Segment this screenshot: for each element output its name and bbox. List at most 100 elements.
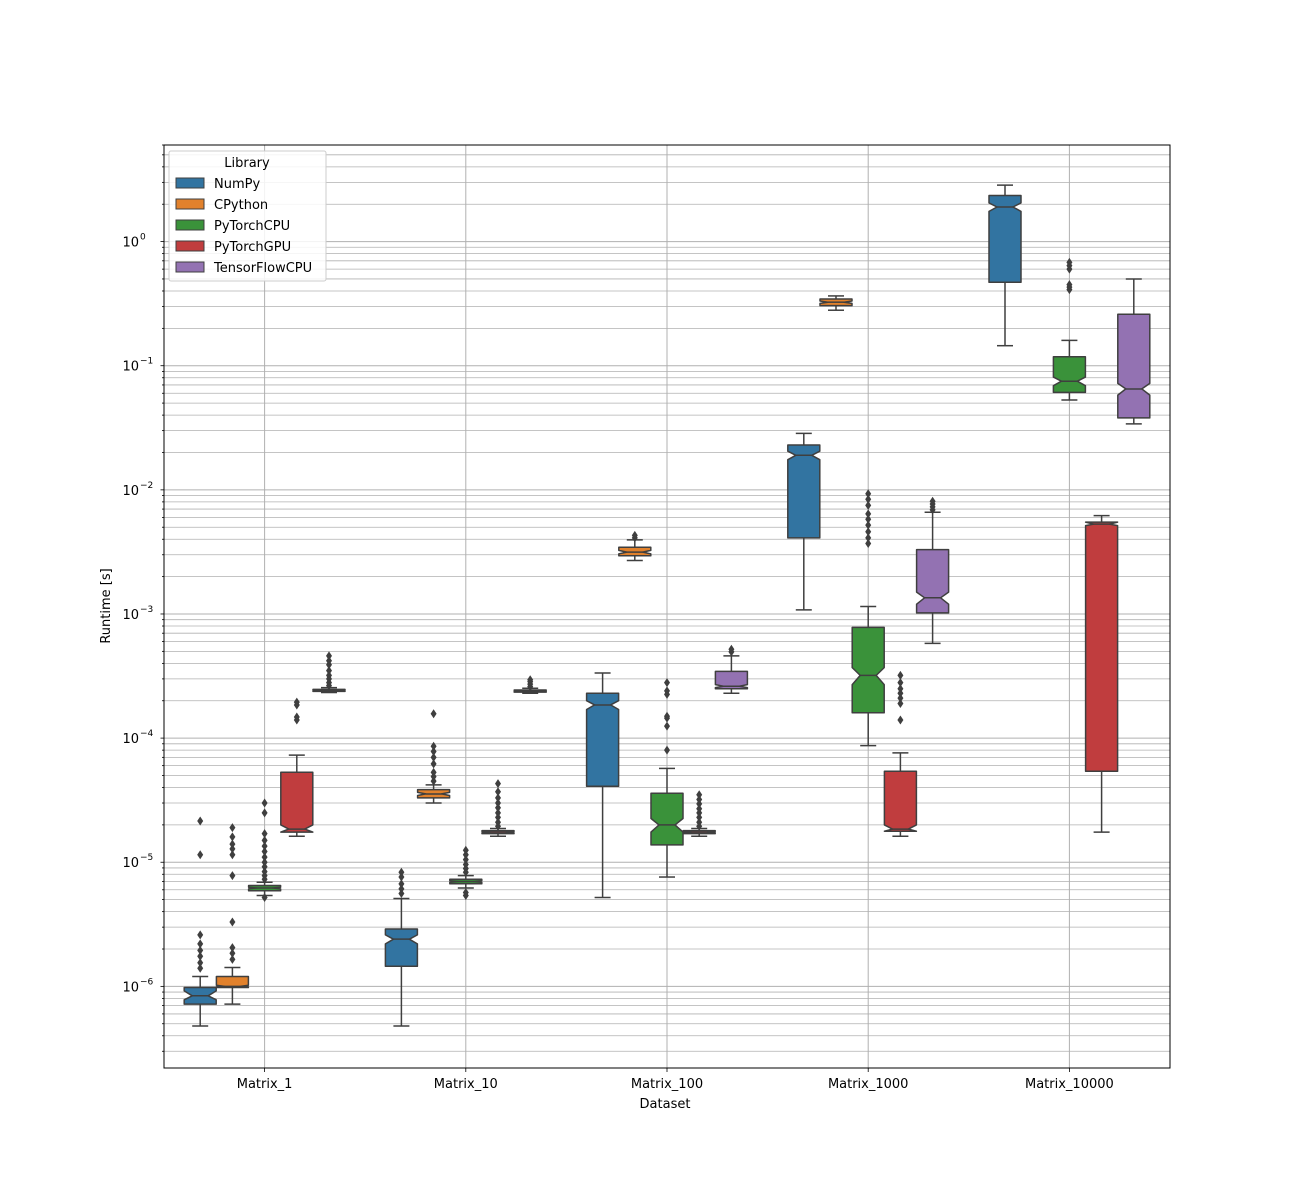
box-body (851, 626, 885, 714)
legend-label-pytorchgpu: PyTorchGPU (214, 240, 291, 255)
outlier-point (1066, 280, 1073, 290)
outlier-point (197, 951, 204, 961)
outlier-point (897, 693, 904, 703)
y-axis-label: Runtime [s] (99, 568, 114, 643)
series-pytorchgpu (280, 514, 1119, 837)
outlier-point (261, 841, 268, 851)
series-cpython (215, 295, 853, 1005)
outlier-point (865, 509, 872, 519)
outlier-point (197, 816, 204, 826)
outlier-point (430, 709, 437, 719)
outlier-point (197, 958, 204, 968)
y-tick-label: 10 (122, 608, 139, 623)
series-tensorflowcpu (312, 278, 1151, 694)
outlier-point (261, 829, 268, 839)
x-tick-label: Matrix_10000 (1025, 1077, 1114, 1092)
box-numpy-matrix_1 (183, 816, 217, 1027)
outlier-point (261, 852, 268, 862)
outlier-point (261, 867, 268, 877)
outlier-point (462, 845, 469, 855)
outlier-point (527, 675, 534, 685)
x-axis-label: Dataset (640, 1097, 691, 1112)
outlier-point (664, 678, 670, 688)
y-tick-exponent: −6 (140, 977, 154, 987)
outlier-point (261, 857, 268, 867)
y-tick-label: 10 (122, 484, 139, 499)
outlier-point (430, 767, 437, 777)
x-tick-label: Matrix_1000 (828, 1077, 909, 1092)
outlier-point (398, 879, 405, 889)
outlier-point (897, 670, 904, 680)
outlier-point (229, 871, 236, 881)
outlier-point (229, 954, 236, 964)
outlier-point (229, 850, 236, 860)
y-tick-label: 10 (122, 732, 139, 747)
box-cpython-matrix_1000 (819, 295, 853, 311)
outlier-point (462, 888, 469, 898)
legend-frame (168, 150, 327, 282)
outlier-point (326, 670, 332, 680)
box-body (1052, 356, 1087, 394)
outlier-point (293, 712, 300, 722)
box-numpy-matrix_10 (384, 867, 419, 1027)
y-tick-label: 10 (122, 856, 139, 871)
outlier-point (495, 803, 501, 813)
legend-swatch-cpython (175, 198, 205, 210)
series-pytorchcpu (247, 257, 1087, 902)
legend-swatch-numpy (175, 177, 205, 189)
legend-label-tensorflowcpu: TensorFlowCPU (213, 261, 312, 276)
box-body (1084, 521, 1119, 773)
grid (164, 144, 1170, 1068)
legend: Library NumPy CPython PyTorchCPU PyTorchGPU… (168, 150, 327, 282)
box-pytorchcpu-matrix_100 (650, 678, 684, 878)
outlier-point (865, 538, 872, 548)
series-numpy (183, 184, 1022, 1027)
box-numpy-matrix_10000 (988, 184, 1022, 347)
y-tick-label: 10 (122, 236, 139, 251)
outlier-point (495, 808, 501, 818)
outlier-point (261, 892, 268, 902)
outlier-point (865, 500, 872, 510)
y-tick-label: 10 (122, 360, 139, 375)
outlier-point (229, 832, 236, 842)
y-tick-exponent: −3 (140, 605, 153, 615)
y-tick-exponent: −5 (140, 853, 153, 863)
outlier-point (197, 939, 204, 949)
outlier-point (197, 850, 204, 860)
outlier-point (430, 759, 437, 769)
outlier-point (929, 496, 936, 506)
outlier-point (462, 855, 469, 865)
outlier-point (495, 787, 501, 797)
y-tick-exponent: 0 (140, 233, 146, 243)
outlier-point (430, 752, 437, 762)
box-body (1117, 313, 1151, 419)
legend-label-pytorchcpu: PyTorchCPU (214, 219, 290, 234)
outlier-point (197, 963, 204, 973)
y-tick-exponent: −4 (140, 729, 154, 739)
box-pytorchcpu-matrix_10 (449, 845, 483, 900)
box-body (883, 770, 918, 832)
box-numpy-matrix_100 (585, 672, 620, 899)
outlier-point (398, 889, 405, 899)
box-cpython-matrix_10 (416, 709, 451, 804)
outlier-point (430, 747, 437, 757)
outlier-point (229, 823, 236, 833)
x-tick-label: Matrix_10 (434, 1077, 498, 1092)
x-tick-label: Matrix_100 (631, 1077, 703, 1092)
legend-title: Library (224, 156, 270, 171)
box-pytorchgpu-matrix_1 (280, 697, 314, 837)
box-body (787, 444, 821, 539)
outlier-point (430, 741, 437, 751)
outlier-point (398, 884, 405, 894)
outlier-point (398, 872, 405, 882)
outlier-point (293, 697, 300, 707)
outlier-point (897, 699, 904, 709)
outlier-point (865, 489, 872, 499)
outlier-point (495, 817, 501, 827)
box-pytorchcpu-matrix_1 (247, 798, 282, 902)
box-body (714, 670, 749, 690)
box-cpython-matrix_100 (618, 530, 652, 562)
outlier-point (495, 793, 501, 803)
outlier-point (865, 494, 872, 504)
